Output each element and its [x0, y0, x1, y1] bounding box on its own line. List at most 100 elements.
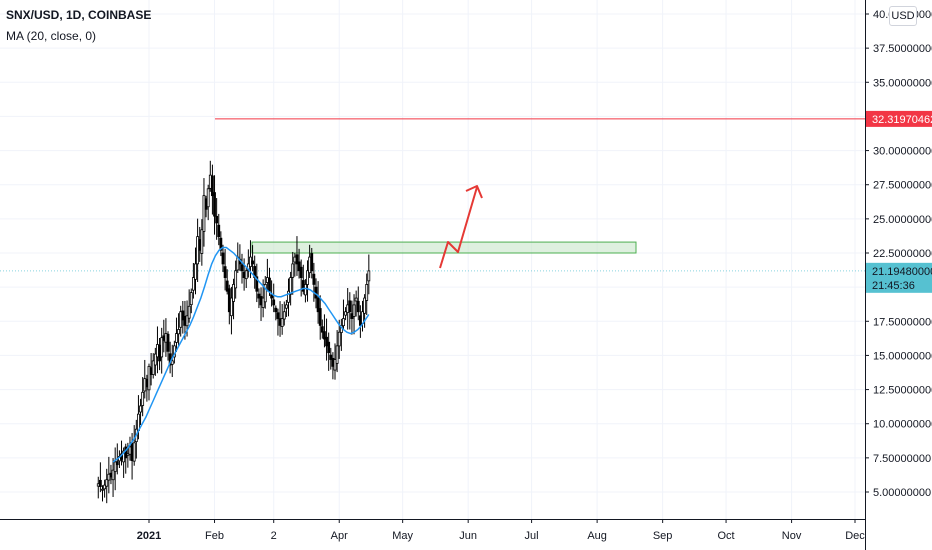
moving-average-line — [112, 246, 370, 463]
y-tick-label: 25.00000000 — [873, 214, 932, 226]
candle-down — [320, 326, 324, 333]
candle-down — [270, 294, 273, 299]
indicator-legend[interactable]: MA (20, close, 0) — [6, 29, 97, 43]
candle-down — [158, 344, 161, 362]
candle-down — [325, 336, 328, 347]
candle-down — [276, 312, 280, 319]
last-price-label: 21.19480000 — [872, 266, 932, 278]
candle-up — [335, 345, 339, 364]
candle-up — [261, 297, 265, 308]
candle-down — [310, 253, 314, 272]
candle-down — [257, 293, 261, 299]
y-tick-label: 12.50000000 — [873, 385, 932, 397]
candle-up — [185, 315, 189, 327]
candle-down — [198, 239, 202, 251]
candle-up — [234, 270, 238, 289]
candle-up — [194, 263, 197, 280]
candle-down — [274, 307, 278, 313]
grid-lines — [0, 0, 865, 519]
x-tick-label: 2 — [271, 530, 277, 542]
candle-down — [331, 357, 335, 367]
candle-up — [151, 360, 155, 375]
projection-arrow[interactable] — [439, 185, 483, 269]
candle-down — [356, 300, 360, 313]
candle-up — [293, 256, 297, 263]
candle-up — [287, 290, 290, 303]
candle-down — [301, 280, 305, 292]
x-tick-label: Aug — [587, 530, 607, 542]
projection-arrow-head — [465, 185, 483, 199]
candle-up — [344, 311, 347, 316]
candle-up — [206, 188, 210, 208]
x-tick-label: Jul — [525, 530, 539, 542]
candle-down — [323, 331, 326, 340]
x-tick-label: May — [392, 530, 413, 542]
candle-down — [225, 280, 229, 292]
candle-up — [304, 284, 307, 296]
candle-down — [227, 288, 231, 313]
candle-down — [183, 315, 187, 326]
candle-down — [242, 271, 246, 278]
candle-up — [346, 304, 350, 313]
candle-up — [139, 405, 142, 413]
candle-up — [367, 270, 371, 282]
x-tick-label: Sep — [653, 530, 673, 542]
resistance-price-label: 32.31970462 — [872, 114, 932, 126]
candle-up — [156, 344, 159, 358]
candle-down — [268, 277, 271, 292]
x-tick-label: Jun — [459, 530, 477, 542]
candle-down — [327, 341, 331, 354]
x-tick-label: Oct — [717, 530, 734, 542]
candle-up — [308, 256, 312, 274]
candle-down — [145, 378, 149, 388]
candle-up — [365, 284, 369, 301]
price-scale[interactable]: 5.00000000 7.50000000 10.00000000 12.500000… — [865, 9, 932, 499]
candle-down — [278, 318, 282, 326]
candle-up — [249, 256, 252, 268]
y-tick-label: 5.00000000 — [873, 487, 931, 499]
candle-down — [348, 300, 352, 313]
candle-down — [181, 310, 185, 321]
candle-up — [126, 453, 130, 456]
candle-up — [132, 442, 136, 462]
candle-up — [103, 484, 107, 490]
x-tick-label: 2021 — [137, 530, 161, 542]
candle-down — [297, 261, 301, 272]
candle-down — [358, 315, 362, 326]
ma-20-line — [112, 246, 370, 463]
candle-down — [213, 192, 216, 217]
y-tick-label: 10.00000000 — [873, 419, 932, 431]
candle-up — [175, 333, 178, 343]
y-tick-label: 35.00000000 — [873, 77, 932, 89]
candle-down — [221, 252, 225, 265]
candle-up — [291, 263, 295, 278]
y-tick-label: 27.50000000 — [873, 180, 932, 192]
x-tick-label: Dec — [845, 530, 865, 542]
candle-down — [130, 443, 134, 461]
candle-down — [240, 264, 244, 272]
candle-up — [143, 378, 147, 392]
candle-up — [191, 277, 195, 291]
bar-countdown-label: 21:45:36 — [872, 280, 915, 292]
candle-down — [149, 367, 153, 375]
symbol-title[interactable]: SNX/USD, 1D, COINBASE — [6, 8, 152, 22]
candle-up — [306, 270, 309, 285]
candle-down — [255, 276, 259, 292]
candle-up — [337, 331, 341, 347]
candle-down — [329, 354, 333, 360]
y-tick-label: 37.50000000 — [873, 43, 932, 55]
candle-up — [141, 391, 145, 406]
candle-down — [115, 461, 119, 466]
candle-up — [333, 359, 337, 371]
candle-down — [215, 215, 219, 224]
candlestick-series — [96, 160, 371, 504]
candle-up — [232, 284, 235, 302]
candle-up — [160, 337, 164, 358]
candle-down — [259, 296, 263, 306]
candle-down — [219, 237, 223, 251]
y-tick-label: 22.50000000 — [873, 248, 932, 260]
candle-up — [101, 488, 104, 491]
time-scale[interactable]: 2021 Feb 2 Apr May Jun Jul Aug Sep Oct Nov Dec — [137, 519, 866, 542]
currency-badge[interactable]: USD — [889, 6, 917, 26]
